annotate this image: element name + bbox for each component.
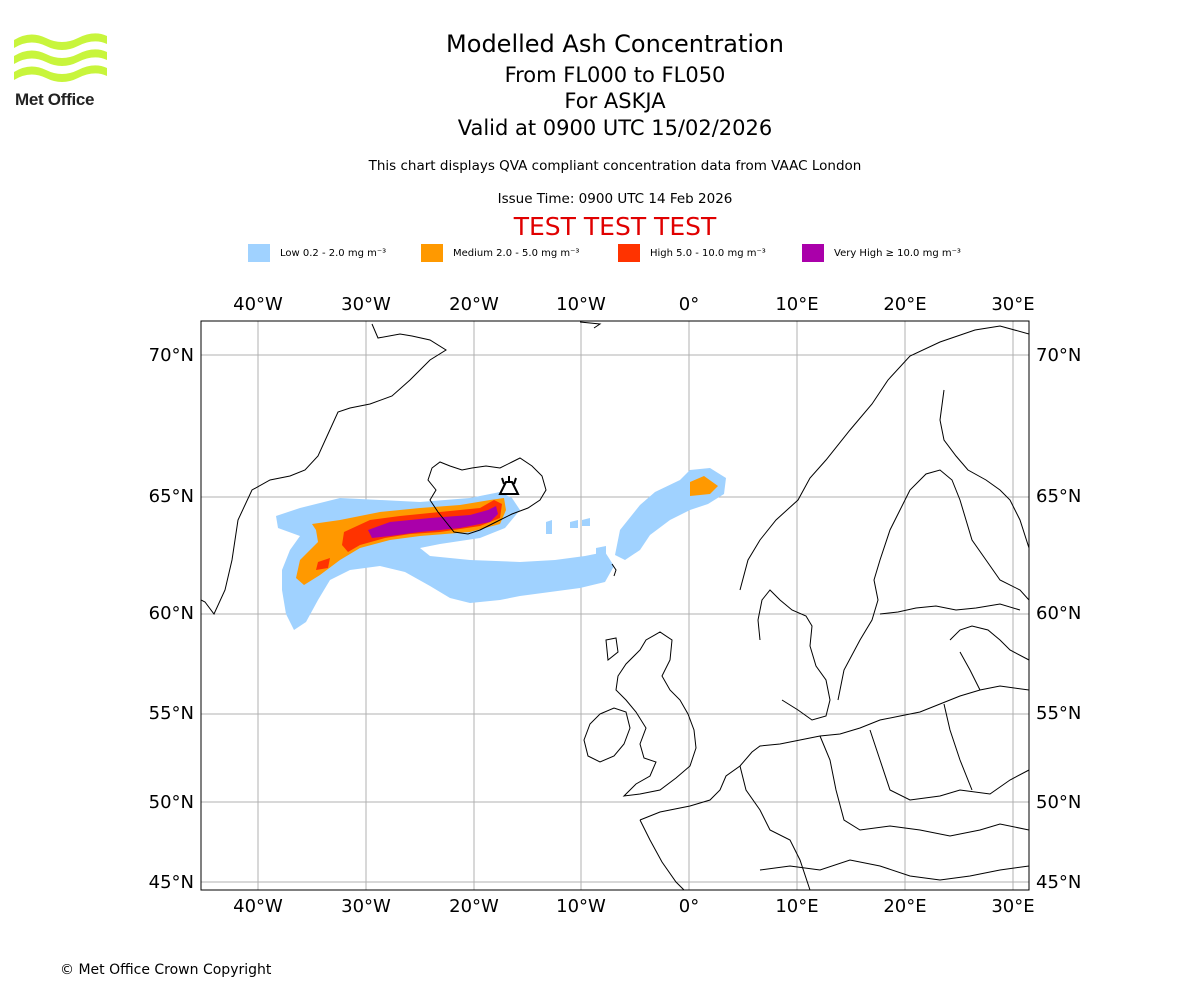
lat-label: 45°N: [1036, 872, 1081, 893]
chart-description: This chart displays QVA compliant concen…: [368, 158, 862, 174]
valid-time: Valid at 0900 UTC 15/02/2026: [457, 116, 773, 140]
lat-label: 55°N: [1036, 703, 1081, 724]
coastlines: [201, 321, 1029, 890]
lat-labels-left: 70°N 65°N 60°N 55°N 50°N 45°N: [149, 345, 194, 893]
map-frame: [200, 320, 1030, 891]
legend-label-high: High 5.0 - 10.0 mg m⁻³: [650, 247, 766, 259]
lon-label: 30°W: [341, 294, 391, 315]
met-office-logo: [14, 33, 107, 82]
lat-label: 65°N: [1036, 486, 1081, 507]
lat-label: 55°N: [149, 703, 194, 724]
volcano-name: For ASKJA: [564, 89, 666, 113]
lon-label: 40°W: [233, 294, 283, 315]
legend-swatch-low: [248, 244, 270, 262]
concentration-legend: Low 0.2 - 2.0 mg m⁻³ Medium 2.0 - 5.0 mg…: [0, 244, 1200, 266]
lon-label: 30°E: [991, 896, 1034, 917]
lat-label: 60°N: [1036, 603, 1081, 624]
lat-label: 60°N: [149, 603, 194, 624]
met-office-wordmark: Met Office: [15, 90, 95, 109]
lon-labels-top: 40°W 30°W 20°W 10°W 0° 10°E 20°E 30°E: [233, 294, 1034, 315]
graticule: [201, 321, 1029, 890]
lon-label: 0°: [679, 896, 699, 917]
lon-label: 20°E: [883, 294, 926, 315]
lat-labels-right: 70°N 65°N 60°N 55°N 50°N 45°N: [1036, 345, 1081, 893]
lat-label: 70°N: [1036, 345, 1081, 366]
lon-label: 20°E: [883, 896, 926, 917]
lat-label: 70°N: [149, 345, 194, 366]
legend-label-medium: Medium 2.0 - 5.0 mg m⁻³: [453, 247, 580, 259]
lat-label: 65°N: [149, 486, 194, 507]
legend-item-low: Low 0.2 - 2.0 mg m⁻³: [248, 244, 386, 262]
lon-label: 20°W: [449, 294, 499, 315]
lon-label: 20°W: [449, 896, 499, 917]
lon-label: 10°W: [556, 294, 606, 315]
lon-label: 10°W: [556, 896, 606, 917]
legend-label-low: Low 0.2 - 2.0 mg m⁻³: [280, 247, 387, 259]
legend-item-medium: Medium 2.0 - 5.0 mg m⁻³: [421, 244, 579, 262]
legend-swatch-very-high: [802, 244, 824, 262]
test-banner: TEST TEST TEST: [513, 212, 717, 241]
lon-label: 40°W: [233, 896, 283, 917]
lat-label: 50°N: [149, 792, 194, 813]
legend-swatch-medium: [421, 244, 443, 262]
flight-level-range: From FL000 to FL050: [504, 63, 726, 87]
lat-label: 45°N: [149, 872, 194, 893]
volcano-symbol: [498, 476, 520, 495]
lon-label: 30°W: [341, 896, 391, 917]
lon-label: 10°E: [775, 294, 818, 315]
lon-label: 0°: [679, 294, 699, 315]
lat-label: 50°N: [1036, 792, 1081, 813]
lon-label: 10°E: [775, 896, 818, 917]
chart-title: Modelled Ash Concentration: [446, 30, 784, 58]
lon-label: 30°E: [991, 294, 1034, 315]
legend-label-very-high: Very High ≥ 10.0 mg m⁻³: [834, 247, 961, 259]
legend-item-very-high: Very High ≥ 10.0 mg m⁻³: [802, 244, 961, 262]
legend-item-high: High 5.0 - 10.0 mg m⁻³: [618, 244, 766, 262]
ash-very-high: [368, 506, 498, 538]
legend-swatch-high: [618, 244, 640, 262]
issue-time: Issue Time: 0900 UTC 14 Feb 2026: [497, 191, 733, 207]
copyright-notice: © Met Office Crown Copyright: [60, 962, 272, 978]
lon-labels-bottom: 40°W 30°W 20°W 10°W 0° 10°E 20°E 30°E: [233, 896, 1034, 917]
